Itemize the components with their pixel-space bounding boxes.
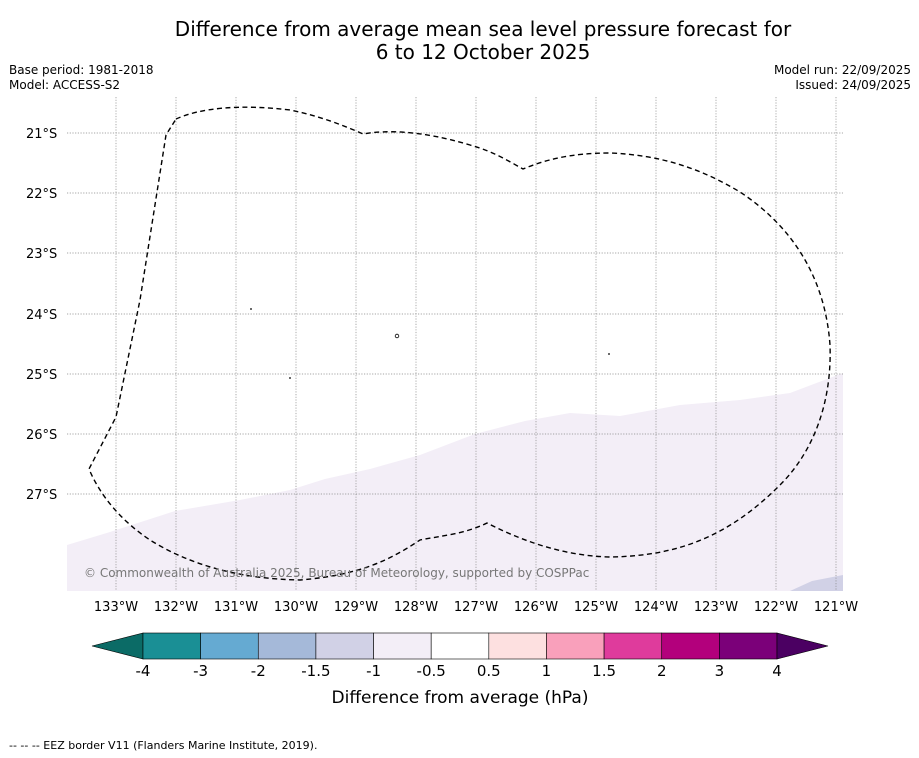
- colorbar-segment: [430, 632, 490, 660]
- colorbar-tick-label: -1: [366, 662, 381, 680]
- lat-label: 24°S: [26, 308, 57, 323]
- title-line-2: 6 to 12 October 2025: [375, 40, 591, 64]
- lat-label: 26°S: [26, 428, 57, 443]
- colorbar-tick-label: 0.5: [477, 662, 501, 680]
- lon-label: 123°W: [694, 600, 738, 615]
- lon-label: 129°W: [334, 600, 378, 615]
- colorbar-title: Difference from average (hPa): [332, 688, 589, 708]
- lon-label: 132°W: [154, 600, 198, 615]
- lon-label: 122°W: [754, 600, 798, 615]
- colorbar-segment: [661, 632, 720, 660]
- colorbar-segment: [719, 632, 778, 660]
- colorbar-segment: [200, 632, 259, 660]
- lon-label: 124°W: [634, 600, 678, 615]
- island-marker: [250, 308, 252, 310]
- colorbar-tick-label: -3: [193, 662, 208, 680]
- colorbar-segment: [488, 632, 547, 660]
- colorbar-segment: [315, 632, 374, 660]
- lon-label: 130°W: [274, 600, 318, 615]
- colorbar-tick-labels: -4 -3 -2 -1.5 -1 -0.5 0.5 1 1.5 2 3 4: [136, 662, 782, 680]
- lat-label: 22°S: [26, 187, 57, 202]
- colorbar-tick-label: -4: [136, 662, 151, 680]
- island-marker: [394, 333, 400, 339]
- colorbar-segment: [142, 632, 201, 660]
- map-area: © Commonwealth of Australia 2025, Bureau…: [67, 97, 843, 591]
- title-line-1: Difference from average mean sea level p…: [174, 17, 792, 41]
- colorbar-segment: [373, 632, 432, 660]
- model-run-text: Model run: 22/09/2025: [773, 63, 911, 77]
- lat-label: 21°S: [26, 127, 57, 142]
- map-title: Difference from average mean sea level p…: [0, 18, 919, 64]
- colorbar-under-arrow: [91, 632, 144, 660]
- lon-label: 126°W: [514, 600, 558, 615]
- colorbar-tick-label: 2: [657, 662, 667, 680]
- anomaly-shading-medium: [790, 575, 843, 591]
- eez-border: [88, 106, 831, 581]
- island-marker: [608, 353, 610, 355]
- colorbar-tick-label: -1.5: [301, 662, 330, 680]
- colorbar-tick-label: -2: [251, 662, 266, 680]
- colorbar-segment: [257, 632, 317, 660]
- anomaly-shading-light: [67, 373, 843, 591]
- copyright-text: © Commonwealth of Australia 2025, Bureau…: [84, 566, 589, 580]
- colorbar-tick-label: 1.5: [592, 662, 616, 680]
- colorbar-over-arrow: [776, 632, 829, 660]
- colorbar-segment: [546, 632, 605, 660]
- lat-label: 23°S: [26, 247, 57, 262]
- lon-label: 133°W: [94, 600, 138, 615]
- colorbar-segments: [142, 632, 778, 660]
- longitude-labels: 133°W 132°W 131°W 130°W 129°W 128°W 127°…: [94, 600, 858, 615]
- forecast-info-right: Model run: 22/09/2025 Issued: 24/09/2025: [774, 63, 911, 93]
- lon-label: 131°W: [214, 600, 258, 615]
- model-text: Model: ACCESS-S2: [9, 78, 121, 92]
- forecast-info-left: Base period: 1981-2018 Model: ACCESS-S2: [9, 63, 154, 93]
- lon-label: 127°W: [454, 600, 498, 615]
- island-marker: [289, 377, 291, 379]
- lon-label: 128°W: [394, 600, 438, 615]
- lon-label: 125°W: [574, 600, 618, 615]
- colorbar-tick-label: -0.5: [417, 662, 446, 680]
- lat-label: 25°S: [26, 368, 57, 383]
- latitude-labels: 21°S 22°S 23°S 24°S 25°S 26°S 27°S: [26, 127, 57, 503]
- eez-legend-note: -- -- -- EEZ border V11 (Flanders Marine…: [9, 739, 318, 752]
- colorbar-segment: [603, 632, 663, 660]
- lon-label: 121°W: [814, 600, 858, 615]
- colorbar-tick-label: 1: [542, 662, 552, 680]
- lat-label: 27°S: [26, 488, 57, 503]
- colorbar-tick-label: 3: [715, 662, 725, 680]
- base-period-text: Base period: 1981-2018: [9, 63, 154, 77]
- colorbar: -4 -3 -2 -1.5 -1 -0.5 0.5 1 1.5 2 3 4 Difference fr…: [91, 632, 829, 708]
- colorbar-tick-label: 4: [772, 662, 782, 680]
- issued-text: Issued: 24/09/2025: [795, 78, 911, 92]
